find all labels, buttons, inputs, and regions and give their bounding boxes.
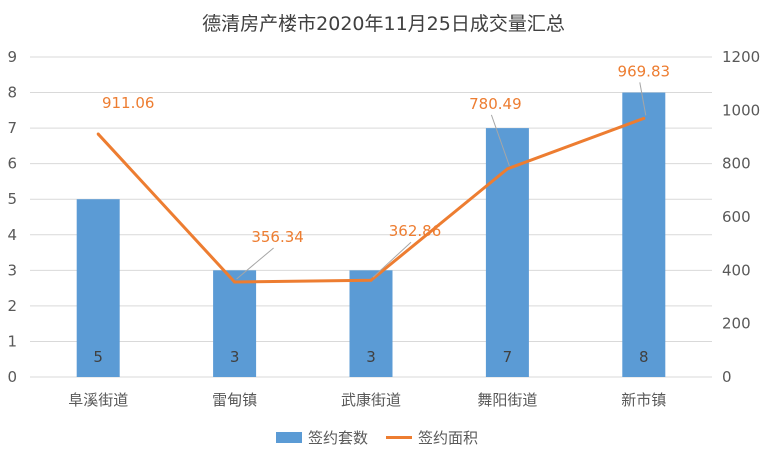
legend: 签约套数 签约面积 bbox=[276, 429, 478, 447]
line-data-label: 362.86 bbox=[389, 222, 442, 240]
y-left-tick-label: 0 bbox=[7, 368, 17, 386]
line-data-label: 356.34 bbox=[251, 228, 304, 246]
label-leader-line bbox=[372, 241, 412, 278]
bar-data-label: 3 bbox=[230, 348, 240, 366]
y-right-tick-label: 1000 bbox=[722, 101, 760, 119]
line-point bbox=[369, 278, 373, 282]
y-right-tick-label: 800 bbox=[722, 155, 751, 173]
line-data-label: 780.49 bbox=[469, 95, 522, 113]
bar-data-labels: 5 3 3 7 8 bbox=[93, 348, 648, 366]
line-point bbox=[96, 132, 100, 136]
line-data-labels: 911.06 356.34 362.86 780.49 969.83 bbox=[102, 62, 670, 246]
legend-bar-swatch bbox=[276, 432, 302, 443]
chart-title: 德清房产楼市2020年11月25日成交量汇总 bbox=[202, 13, 565, 35]
bar-data-label: 5 bbox=[93, 348, 103, 366]
y-left-tick-label: 8 bbox=[7, 84, 17, 102]
y-left-tick-label: 5 bbox=[7, 190, 17, 208]
label-leader-line bbox=[236, 247, 274, 280]
x-tick-label: 阜溪街道 bbox=[68, 391, 128, 409]
series-line bbox=[97, 116, 645, 284]
y-left-tick-label: 6 bbox=[7, 155, 17, 173]
bar-data-label: 3 bbox=[366, 348, 376, 366]
line-point bbox=[505, 167, 509, 171]
x-tick-label: 雷甸镇 bbox=[212, 391, 257, 409]
gridlines bbox=[30, 56, 712, 378]
y-right-tick-label: 600 bbox=[722, 208, 751, 226]
bar-data-label: 7 bbox=[503, 348, 513, 366]
y-left-tick-label: 7 bbox=[7, 119, 17, 137]
x-tick-label: 新市镇 bbox=[621, 391, 666, 409]
bar-series bbox=[76, 92, 666, 378]
line-series bbox=[96, 116, 646, 284]
x-tick-label: 武康街道 bbox=[341, 391, 401, 409]
line-label-leaders bbox=[236, 82, 647, 280]
label-leader-line bbox=[639, 82, 647, 116]
label-leader-line bbox=[490, 114, 510, 167]
legend-bar-label: 签约套数 bbox=[308, 429, 368, 447]
bar bbox=[622, 92, 666, 378]
line-point bbox=[642, 116, 646, 120]
legend-line-label: 签约面积 bbox=[418, 429, 478, 447]
line-data-label: 969.83 bbox=[618, 62, 671, 80]
line-data-label: 911.06 bbox=[102, 94, 155, 112]
y-right-tick-label: 200 bbox=[722, 315, 751, 333]
y-right-tick-label: 1200 bbox=[722, 48, 760, 66]
y-left-tick-label: 9 bbox=[7, 48, 17, 66]
y-axis-right: 0 200 400 600 800 1000 1200 bbox=[722, 48, 760, 386]
y-left-tick-label: 1 bbox=[7, 332, 17, 350]
x-tick-label: 舞阳街道 bbox=[477, 391, 537, 409]
x-axis: 阜溪街道 雷甸镇 武康街道 舞阳街道 新市镇 bbox=[68, 391, 666, 409]
line-point bbox=[233, 280, 237, 284]
bar bbox=[76, 199, 120, 377]
bar-data-label: 8 bbox=[639, 348, 649, 366]
bar bbox=[485, 128, 529, 377]
y-left-tick-label: 3 bbox=[7, 261, 17, 279]
y-right-tick-label: 0 bbox=[722, 368, 732, 386]
y-right-tick-label: 400 bbox=[722, 261, 751, 279]
y-left-tick-label: 4 bbox=[7, 226, 17, 244]
bar bbox=[213, 270, 257, 377]
y-left-tick-label: 2 bbox=[7, 297, 17, 315]
bar bbox=[349, 270, 393, 377]
y-axis-left: 0 1 2 3 4 5 6 7 8 9 bbox=[7, 48, 17, 386]
